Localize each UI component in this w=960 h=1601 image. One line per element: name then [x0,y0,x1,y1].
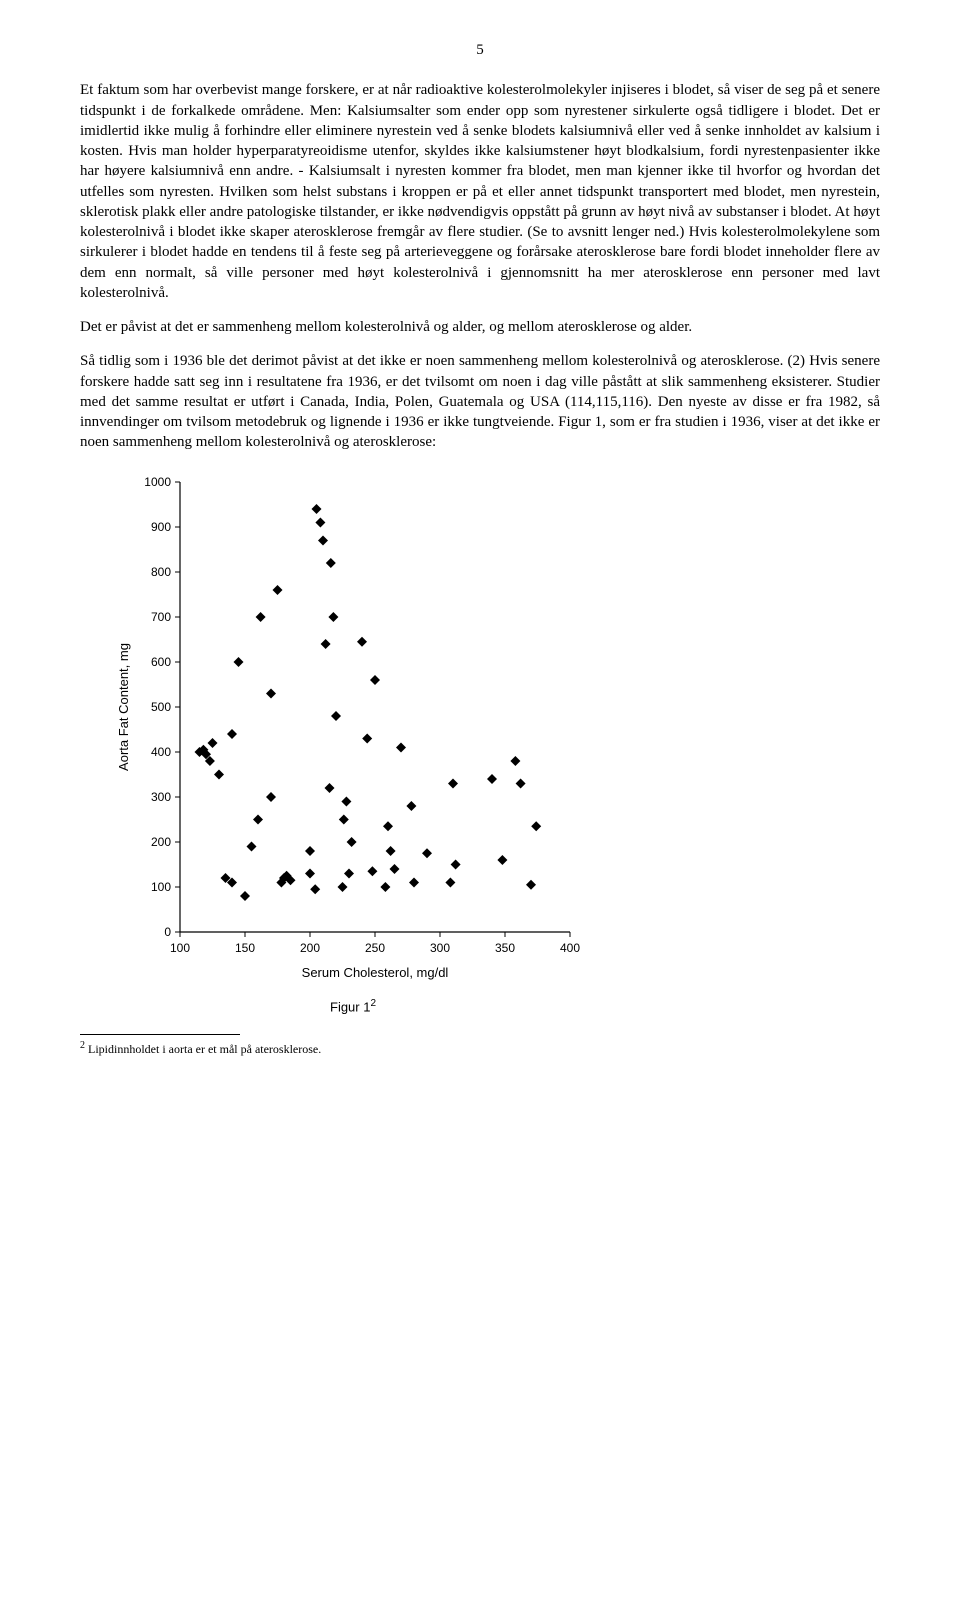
svg-text:600: 600 [151,655,171,669]
figure-1-scatter: 0 100 200 300 400 500 600 700 800 900 1000 100 150 20… [110,467,880,1016]
svg-text:300: 300 [151,790,171,804]
figure-caption-text: Figur 1 [330,999,370,1014]
body-paragraph-1: Et faktum som har overbevist mange forsk… [80,80,880,303]
svg-text:100: 100 [151,880,171,894]
svg-text:200: 200 [151,835,171,849]
page-number: 5 [80,40,880,60]
footnote: 2 Lipidinnholdet i aorta er et mål på at… [80,1039,880,1057]
svg-text:1000: 1000 [144,475,171,489]
body-paragraph-2: Det er påvist at det er sammenheng mello… [80,317,880,337]
svg-text:900: 900 [151,520,171,534]
svg-text:0: 0 [164,925,171,939]
svg-text:700: 700 [151,610,171,624]
svg-text:400: 400 [560,941,580,955]
footnote-text: Lipidinnholdet i aorta er et mål på ater… [85,1042,321,1056]
svg-text:Serum Cholesterol, mg/dl: Serum Cholesterol, mg/dl [302,965,449,980]
svg-text:150: 150 [235,941,255,955]
svg-text:Aorta Fat Content, mg: Aorta Fat Content, mg [116,643,131,771]
svg-text:400: 400 [151,745,171,759]
svg-text:250: 250 [365,941,385,955]
svg-text:350: 350 [495,941,515,955]
body-paragraph-3: Så tidlig som i 1936 ble det derimot påv… [80,351,880,452]
figure-caption: Figur 12 [330,997,880,1016]
figure-caption-sup: 2 [370,998,376,1009]
footnote-separator [80,1034,240,1035]
svg-text:300: 300 [430,941,450,955]
svg-text:100: 100 [170,941,190,955]
svg-text:800: 800 [151,565,171,579]
svg-text:200: 200 [300,941,320,955]
scatter-chart-svg: 0 100 200 300 400 500 600 700 800 900 1000 100 150 20… [110,467,590,987]
svg-text:500: 500 [151,700,171,714]
